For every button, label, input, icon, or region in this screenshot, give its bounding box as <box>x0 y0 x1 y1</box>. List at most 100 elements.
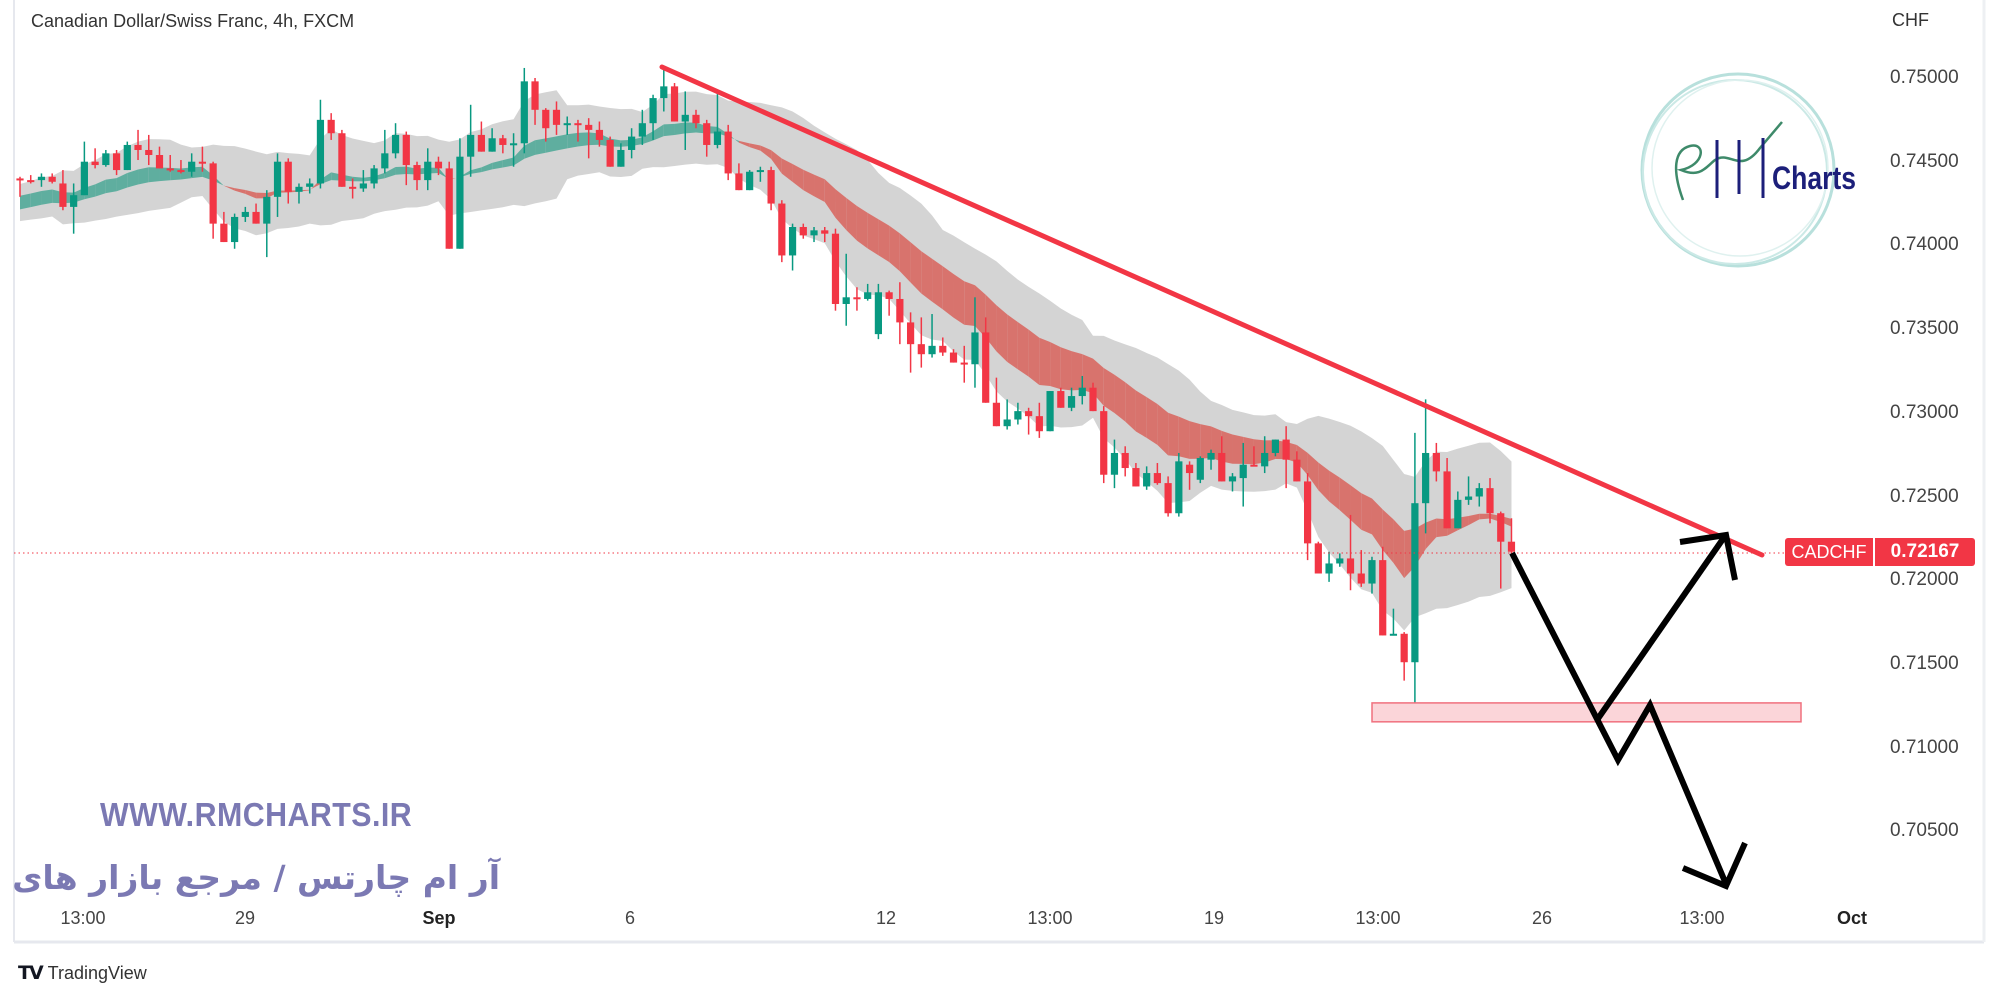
watermark-persian-tagline: آر ام چارتس / مرجع بازار های مالی <box>0 858 500 897</box>
candle-body <box>842 297 850 304</box>
candle-body <box>445 168 453 249</box>
ribbon-band-segment <box>792 164 804 191</box>
candle-body <box>413 165 421 181</box>
ribbon-band-segment <box>1361 493 1372 535</box>
candle <box>1218 436 1226 482</box>
ribbon-band-segment <box>30 190 42 208</box>
candle <box>327 113 335 140</box>
candle-body <box>874 292 882 335</box>
candle-body <box>1003 419 1011 427</box>
ribbon-band-segment <box>41 189 53 205</box>
candle <box>91 148 99 169</box>
candle-body <box>1175 461 1183 514</box>
candle-body <box>853 297 861 300</box>
candle-body <box>788 226 797 256</box>
candle <box>70 183 78 234</box>
candle <box>853 287 861 311</box>
candle-body <box>1475 488 1483 497</box>
candle <box>316 99 325 189</box>
candle-body <box>1422 452 1430 504</box>
candle-body <box>37 176 46 181</box>
candle <box>1475 483 1483 507</box>
ribbon-band-segment <box>1393 519 1405 579</box>
ribbon-band-segment <box>567 132 578 149</box>
candle <box>16 176 24 197</box>
candle-body <box>1239 464 1247 479</box>
ribbon-band-segment <box>234 188 246 194</box>
candle-body <box>1282 439 1290 460</box>
candle <box>1432 442 1440 482</box>
candle <box>166 155 174 172</box>
candle <box>735 163 743 191</box>
ribbon-band-segment <box>138 167 149 185</box>
ribbon-band-segment <box>127 169 139 188</box>
ribbon-band-segment <box>846 197 857 241</box>
ribbon-band-segment <box>781 158 793 182</box>
candle <box>896 282 904 345</box>
ribbon-band-segment <box>674 122 686 135</box>
candle-body <box>1389 633 1398 636</box>
bullish-projection-path[interactable] <box>1594 534 1728 722</box>
candle <box>1228 473 1237 492</box>
ribbon-band-segment <box>223 185 235 191</box>
candle <box>413 161 421 191</box>
ribbon-band-segment <box>814 174 825 203</box>
candle <box>595 121 604 147</box>
candle-body <box>349 186 357 189</box>
ribbon-band-segment <box>996 305 1008 362</box>
ribbon-band-segment <box>1168 412 1179 457</box>
candle <box>370 165 378 189</box>
candle-body <box>112 153 121 171</box>
candle <box>37 173 46 187</box>
descending-trendline[interactable] <box>659 64 1765 558</box>
candle <box>1368 556 1376 594</box>
ribbon-band-segment <box>738 140 750 148</box>
candle-body <box>166 168 174 171</box>
candle-body <box>488 138 496 152</box>
candle <box>48 173 56 184</box>
candle <box>1357 550 1365 587</box>
ribbon-band-segment <box>1050 342 1061 390</box>
candle <box>1078 375 1086 405</box>
candle-body <box>263 196 271 224</box>
candle <box>606 136 614 167</box>
candle <box>1379 546 1387 636</box>
support-zone-rectangle[interactable] <box>1371 702 1802 723</box>
candle <box>198 146 207 172</box>
candle <box>1110 439 1119 489</box>
candle-body <box>638 123 646 137</box>
candle-body <box>595 129 604 140</box>
candle <box>338 129 346 187</box>
ribbon-band-segment <box>481 162 493 173</box>
candle-body <box>1100 411 1108 475</box>
candle <box>864 283 872 301</box>
bearish-projection-path[interactable] <box>1509 551 1729 886</box>
candle-body <box>1271 439 1280 453</box>
candle-body <box>123 144 131 171</box>
candle <box>1400 632 1408 681</box>
candle-body <box>1057 391 1065 408</box>
symbol-label: CADCHF <box>1785 538 1873 566</box>
candle-body <box>284 161 292 192</box>
ribbon-band-segment <box>492 160 503 170</box>
ribbon-band-segment <box>1146 397 1158 445</box>
candle-body <box>327 119 335 134</box>
ribbon-band-segment <box>470 167 482 174</box>
ribbon-band-segment <box>524 140 536 159</box>
candle <box>917 317 925 368</box>
candle <box>885 290 893 316</box>
candle <box>799 223 807 239</box>
candle <box>1304 473 1312 561</box>
tradingview-brand[interactable]: TV TradingView <box>18 962 147 984</box>
candle-body <box>338 133 346 187</box>
candle-body <box>574 123 582 126</box>
candle <box>542 108 550 142</box>
candle <box>756 166 764 182</box>
candle <box>992 377 1001 427</box>
ribbon-band-segment <box>835 189 847 230</box>
candle <box>1089 382 1097 412</box>
ribbon-band-segment <box>642 131 654 145</box>
ribbon-band-segment <box>1060 347 1072 391</box>
ribbon-band-segment <box>556 134 568 151</box>
